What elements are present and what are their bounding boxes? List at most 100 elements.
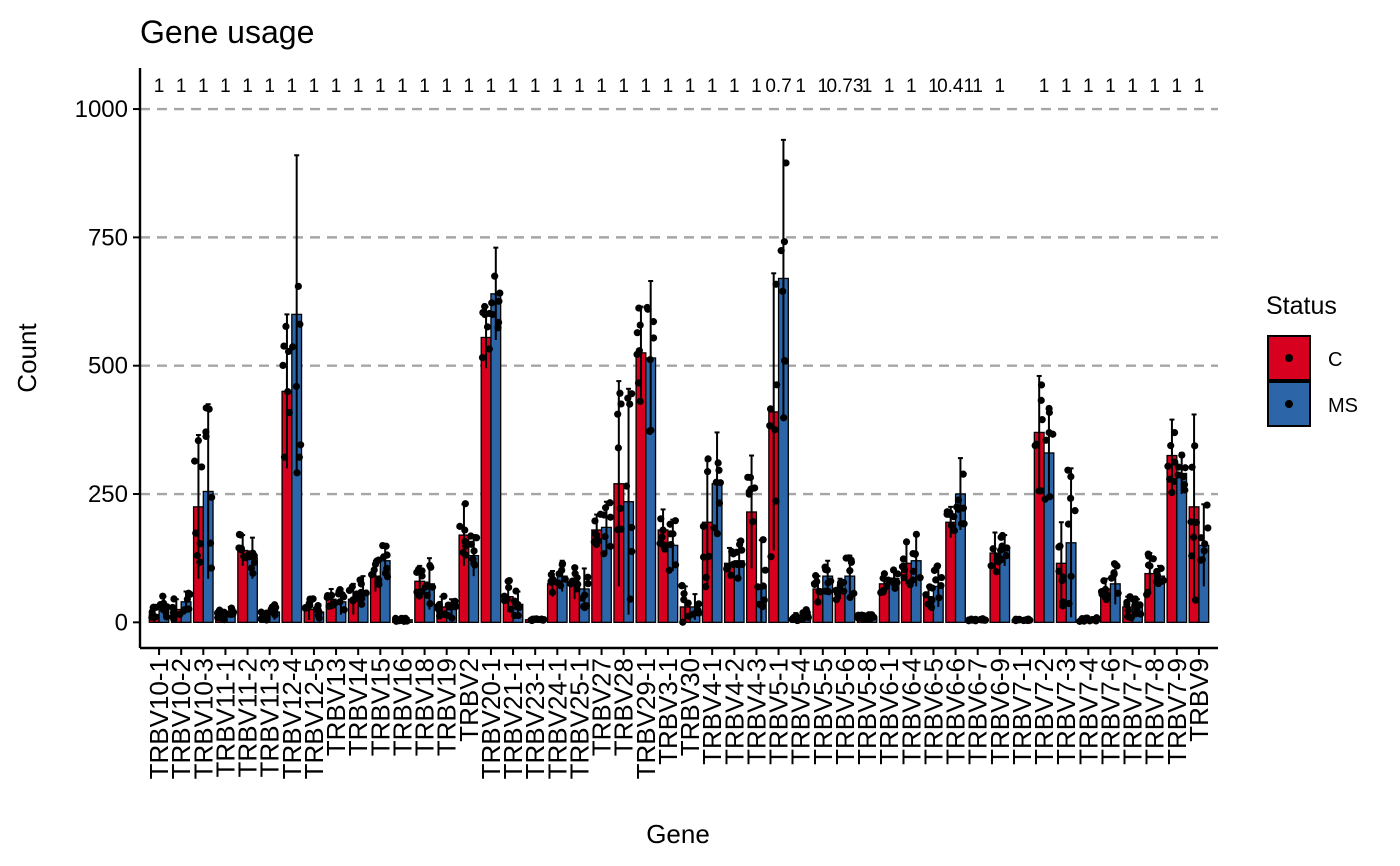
point-c-trbv5-1 bbox=[766, 422, 774, 430]
y-tick-label-250: 250 bbox=[88, 481, 128, 508]
point-ms-trbv27 bbox=[600, 511, 608, 519]
point-c-trbv7-2 bbox=[1035, 487, 1043, 495]
pvalue-trbv3-1: 1 bbox=[663, 76, 674, 97]
point-ms-trbv28 bbox=[628, 547, 636, 556]
point-c-trbv2 bbox=[461, 537, 469, 546]
x-tick-label-trbv5-8: TRBV5-8 bbox=[852, 658, 882, 765]
point-ms-trbv21-1 bbox=[510, 611, 519, 620]
point-c-trbv5-1 bbox=[772, 280, 780, 288]
point-c-trbv6-4 bbox=[902, 538, 911, 546]
x-tick-label-trbv23-1: TRBV23-1 bbox=[520, 658, 550, 779]
pvalue-trbv12-4: 1 bbox=[287, 76, 298, 97]
point-ms-trbv3-1 bbox=[671, 517, 679, 525]
point-c-trbv6-6 bbox=[943, 510, 951, 518]
point-c-trbv29-1 bbox=[635, 304, 643, 312]
point-c-trbv3-1 bbox=[659, 526, 667, 534]
x-tick-label-trbv13: TRBV13 bbox=[321, 658, 351, 756]
point-c-trbv7-2 bbox=[1038, 416, 1046, 424]
point-c-trbv29-1 bbox=[633, 329, 641, 337]
point-c-trbv4-1 bbox=[703, 468, 712, 476]
point-ms-trbv6-5 bbox=[935, 594, 943, 602]
point-c-trbv29-1 bbox=[636, 321, 644, 329]
point-c-trbv11-1 bbox=[214, 614, 222, 622]
point-c-trbv27 bbox=[591, 529, 599, 538]
pvalue-trbv10-2: 1 bbox=[176, 76, 187, 97]
pvalue-trbv6-7: 1 bbox=[972, 76, 983, 97]
point-c-trbv2 bbox=[461, 526, 469, 534]
x-tick-label-trbv4-3: TRBV4-3 bbox=[741, 658, 771, 765]
point-c-trbv15 bbox=[371, 560, 380, 568]
pvalue-trbv4-1: 1 bbox=[707, 76, 718, 97]
legend-title: Status bbox=[1266, 292, 1337, 320]
point-ms-trbv7-7 bbox=[1129, 595, 1137, 604]
pvalue-trbv5-8: 1 bbox=[862, 76, 873, 97]
x-tick-label-trbv7-8: TRBV7-8 bbox=[1140, 658, 1170, 765]
point-c-trbv13 bbox=[325, 602, 333, 610]
pvalue-trbv6-4: 1 bbox=[906, 76, 917, 97]
point-c-trbv24-1 bbox=[548, 588, 557, 597]
point-ms-trbv9 bbox=[1200, 547, 1208, 555]
x-tick-label-trbv4-2: TRBV4-2 bbox=[719, 658, 749, 765]
point-c-trbv9 bbox=[1188, 552, 1196, 560]
x-tick-label-trbv16: TRBV16 bbox=[387, 658, 417, 756]
point-ms-trbv4-3 bbox=[759, 582, 767, 590]
point-ms-trbv10-3 bbox=[202, 404, 210, 412]
point-ms-trbv27 bbox=[606, 513, 615, 521]
point-c-trbv4-1 bbox=[704, 455, 712, 463]
point-ms-trbv27 bbox=[606, 499, 614, 507]
point-c-trbv19 bbox=[440, 592, 448, 600]
pvalue-trbv6-1: 1 bbox=[884, 76, 895, 97]
point-c-trbv20-1 bbox=[479, 308, 487, 317]
point-ms-trbv29-1 bbox=[645, 427, 654, 435]
point-ms-trbv5-1 bbox=[779, 287, 787, 295]
point-ms-trbv10-2 bbox=[184, 589, 193, 597]
pvalue-trbv29-1: 1 bbox=[641, 76, 652, 97]
point-ms-trbv13 bbox=[340, 593, 348, 601]
pvalue-trbv7-8: 1 bbox=[1149, 76, 1160, 97]
point-c-trbv10-2 bbox=[169, 613, 177, 621]
point-ms-trbv28 bbox=[628, 523, 636, 532]
point-c-trbv7-3 bbox=[1055, 567, 1063, 575]
x-tick-label-trbv10-3: TRBV10-3 bbox=[188, 658, 218, 779]
point-ms-trbv13 bbox=[340, 606, 348, 614]
point-c-trbv7-3 bbox=[1058, 576, 1066, 585]
point-c-trbv14 bbox=[345, 586, 353, 595]
point-ms-trbv6-5 bbox=[937, 573, 946, 582]
point-ms-trbv11-3 bbox=[271, 611, 279, 619]
y-axis-title: Count bbox=[12, 323, 42, 393]
pvalue-trbv11-1: 1 bbox=[220, 76, 231, 97]
point-ms-trbv4-2 bbox=[736, 540, 744, 549]
point-ms-trbv29-1 bbox=[643, 303, 651, 312]
legend-item-c: C bbox=[1267, 335, 1342, 381]
point-c-trbv12-4 bbox=[280, 453, 289, 461]
point-ms-trbv28 bbox=[626, 400, 634, 408]
point-ms-trbv25-1 bbox=[581, 591, 589, 599]
point-ms-trbv5-1 bbox=[782, 159, 790, 167]
x-tick-label-trbv7-4: TRBV7-4 bbox=[1073, 658, 1103, 765]
point-ms-trbv27 bbox=[601, 504, 610, 512]
point-c-trbv14 bbox=[349, 596, 357, 605]
point-c-trbv20-1 bbox=[483, 323, 492, 331]
point-ms-trbv6-5 bbox=[937, 581, 945, 590]
point-ms-trbv6-9 bbox=[997, 533, 1005, 541]
point-ms-trbv7-8 bbox=[1157, 564, 1165, 572]
point-ms-trbv10-3 bbox=[207, 564, 216, 572]
x-tick-label-trbv5-1: TRBV5-1 bbox=[764, 658, 794, 765]
pvalue-trbv7-4: 1 bbox=[1083, 76, 1094, 97]
point-c-trbv5-1 bbox=[766, 405, 775, 413]
point-ms-trbv7-2 bbox=[1045, 408, 1053, 417]
point-c-trbv28 bbox=[616, 504, 624, 513]
point-ms-trbv7-6 bbox=[1110, 560, 1119, 568]
point-c-trbv4-1 bbox=[699, 553, 708, 561]
point-c-trbv7-9 bbox=[1164, 462, 1172, 470]
point-c-trbv5-6 bbox=[840, 587, 848, 595]
point-c-trbv4-1 bbox=[701, 583, 710, 591]
point-c-trbv11-2 bbox=[237, 546, 246, 554]
point-c-trbv12-4 bbox=[280, 342, 288, 350]
point-ms-trbv7-8 bbox=[1153, 571, 1162, 580]
point-ms-trbv6-4 bbox=[912, 530, 920, 538]
point-c-trbv15 bbox=[368, 571, 376, 579]
bar-ms-trbv20-1 bbox=[490, 293, 502, 623]
point-c-trbv5-5 bbox=[810, 580, 819, 588]
point-ms-trbv10-1 bbox=[159, 592, 167, 600]
